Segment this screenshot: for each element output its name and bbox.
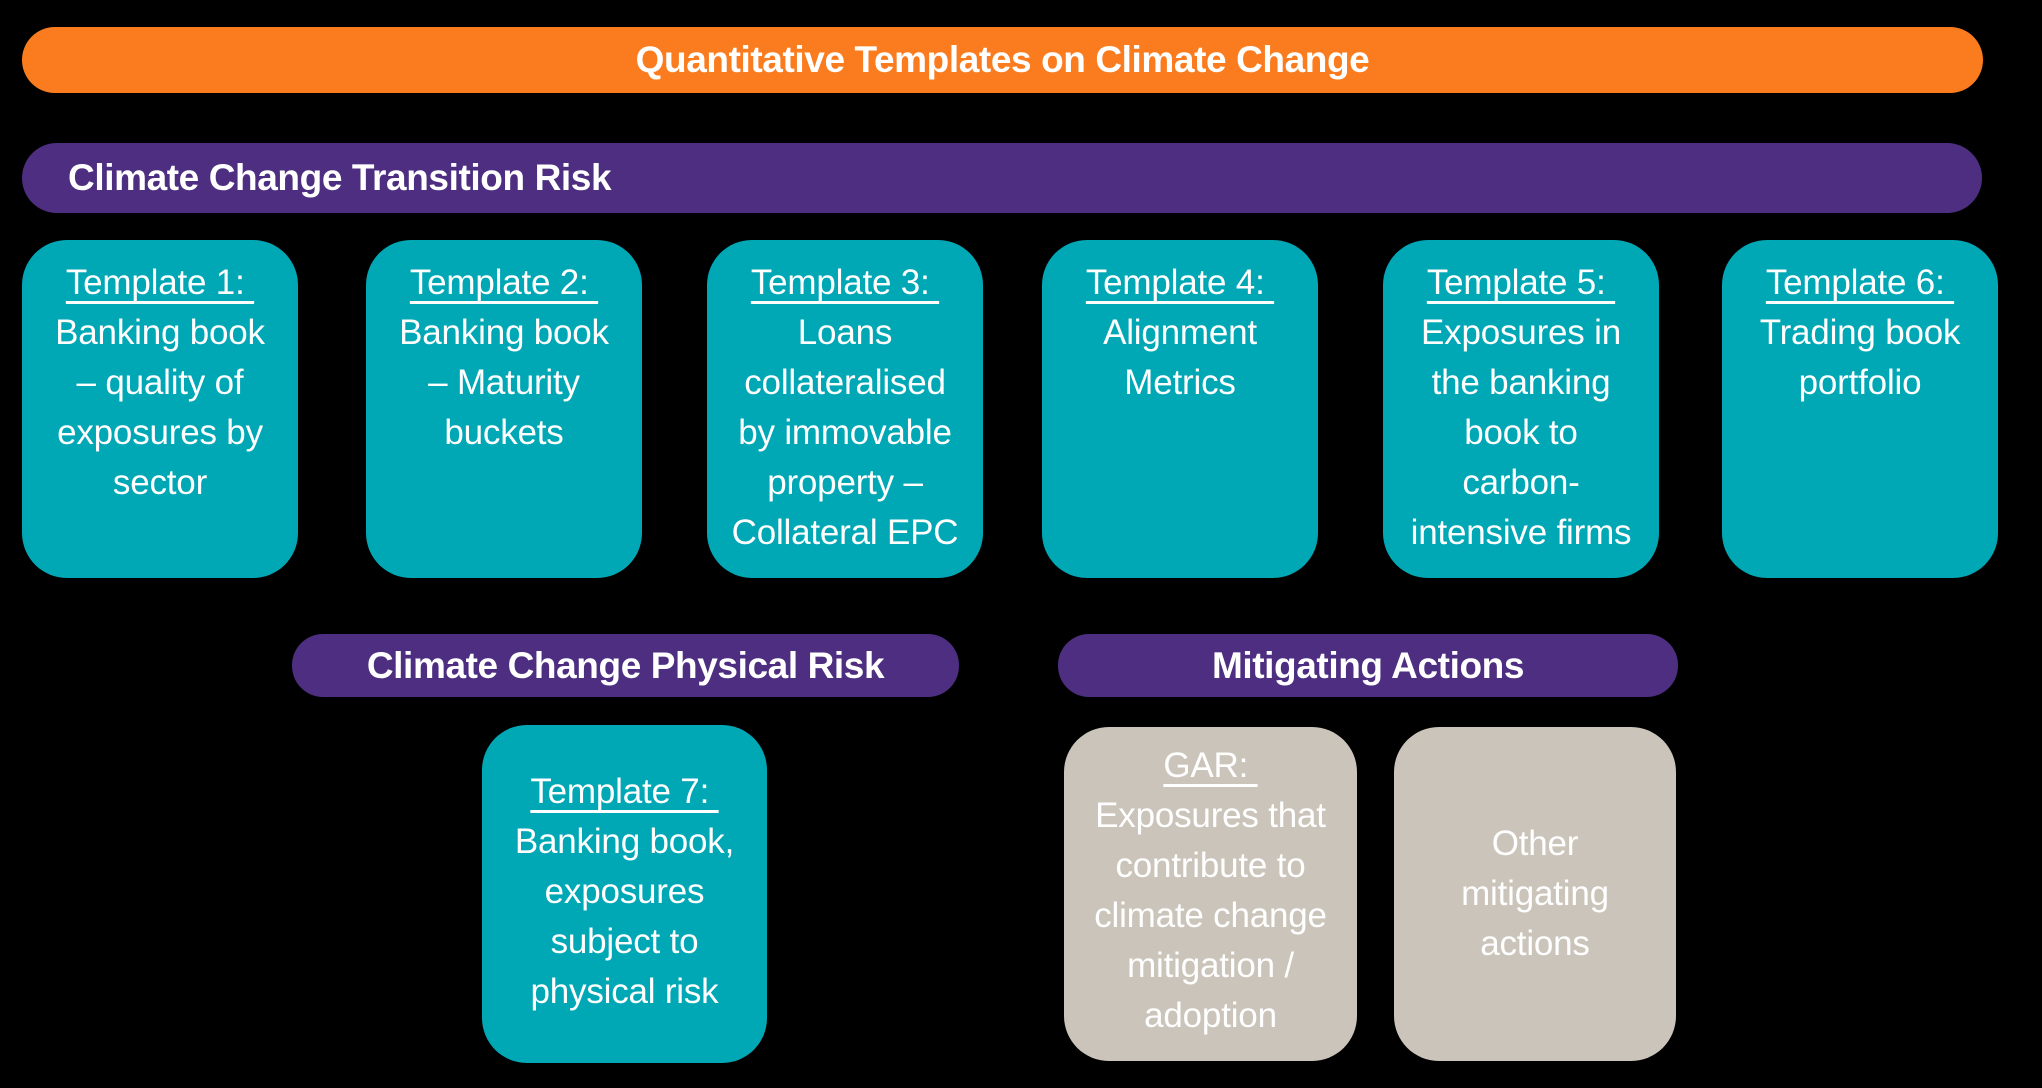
gar-card-title: GAR:	[1163, 746, 1258, 785]
mitigating-actions-label: Mitigating Actions	[1211, 644, 1525, 686]
template-6-card: Template 6: Trading book portfolio	[1722, 240, 1998, 578]
template-3-description: Loans collateralised by immovable proper…	[731, 313, 959, 552]
other-mitigating-actions-description: Other mitigating actions	[1461, 824, 1609, 963]
template-1-card: Template 1: Banking book – quality of ex…	[22, 240, 298, 578]
main-title-banner: Quantitative Templates on Climate Change	[22, 27, 1983, 93]
template-5-description: Exposures in the banking book to carbon-…	[1410, 313, 1632, 552]
template-1-description: Banking book – quality of exposures by s…	[55, 313, 265, 502]
template-7-card: Template 7: Banking book, exposures subj…	[482, 725, 767, 1063]
gar-card: GAR: Exposures that contribute to climat…	[1064, 727, 1357, 1061]
template-6-title: Template 6:	[1765, 263, 1955, 302]
main-title-label: Quantitative Templates on Climate Change	[635, 39, 1370, 80]
template-3-card: Template 3: Loans collateralised by immo…	[707, 240, 983, 578]
other-mitigating-actions-card: Other mitigating actions	[1394, 727, 1676, 1061]
template-3-title: Template 3:	[750, 263, 940, 302]
template-4-card: Template 4: Alignment Metrics	[1042, 240, 1318, 578]
template-1-title: Template 1:	[65, 263, 255, 302]
template-5-card: Template 5: Exposures in the banking boo…	[1383, 240, 1659, 578]
template-7-description: Banking book, exposures subject to physi…	[514, 822, 735, 1011]
template-4-description: Alignment Metrics	[1103, 313, 1257, 402]
mitigating-actions-banner: Mitigating Actions	[1058, 634, 1678, 697]
template-4-title: Template 4:	[1085, 263, 1275, 302]
template-2-card: Template 2: Banking book – Maturity buck…	[366, 240, 642, 578]
transition-risk-banner: Climate Change Transition Risk	[22, 143, 1982, 213]
template-2-title: Template 2:	[409, 263, 599, 302]
template-7-title: Template 7:	[530, 772, 719, 811]
transition-risk-label: Climate Change Transition Risk	[68, 157, 612, 198]
gar-card-description: Exposures that contribute to climate cha…	[1094, 796, 1327, 1035]
physical-risk-banner: Climate Change Physical Risk	[292, 634, 959, 697]
template-2-description: Banking book – Maturity buckets	[399, 313, 609, 452]
template-5-title: Template 5:	[1426, 263, 1616, 302]
template-6-description: Trading book portfolio	[1759, 313, 1961, 402]
physical-risk-label: Climate Change Physical Risk	[366, 644, 885, 686]
